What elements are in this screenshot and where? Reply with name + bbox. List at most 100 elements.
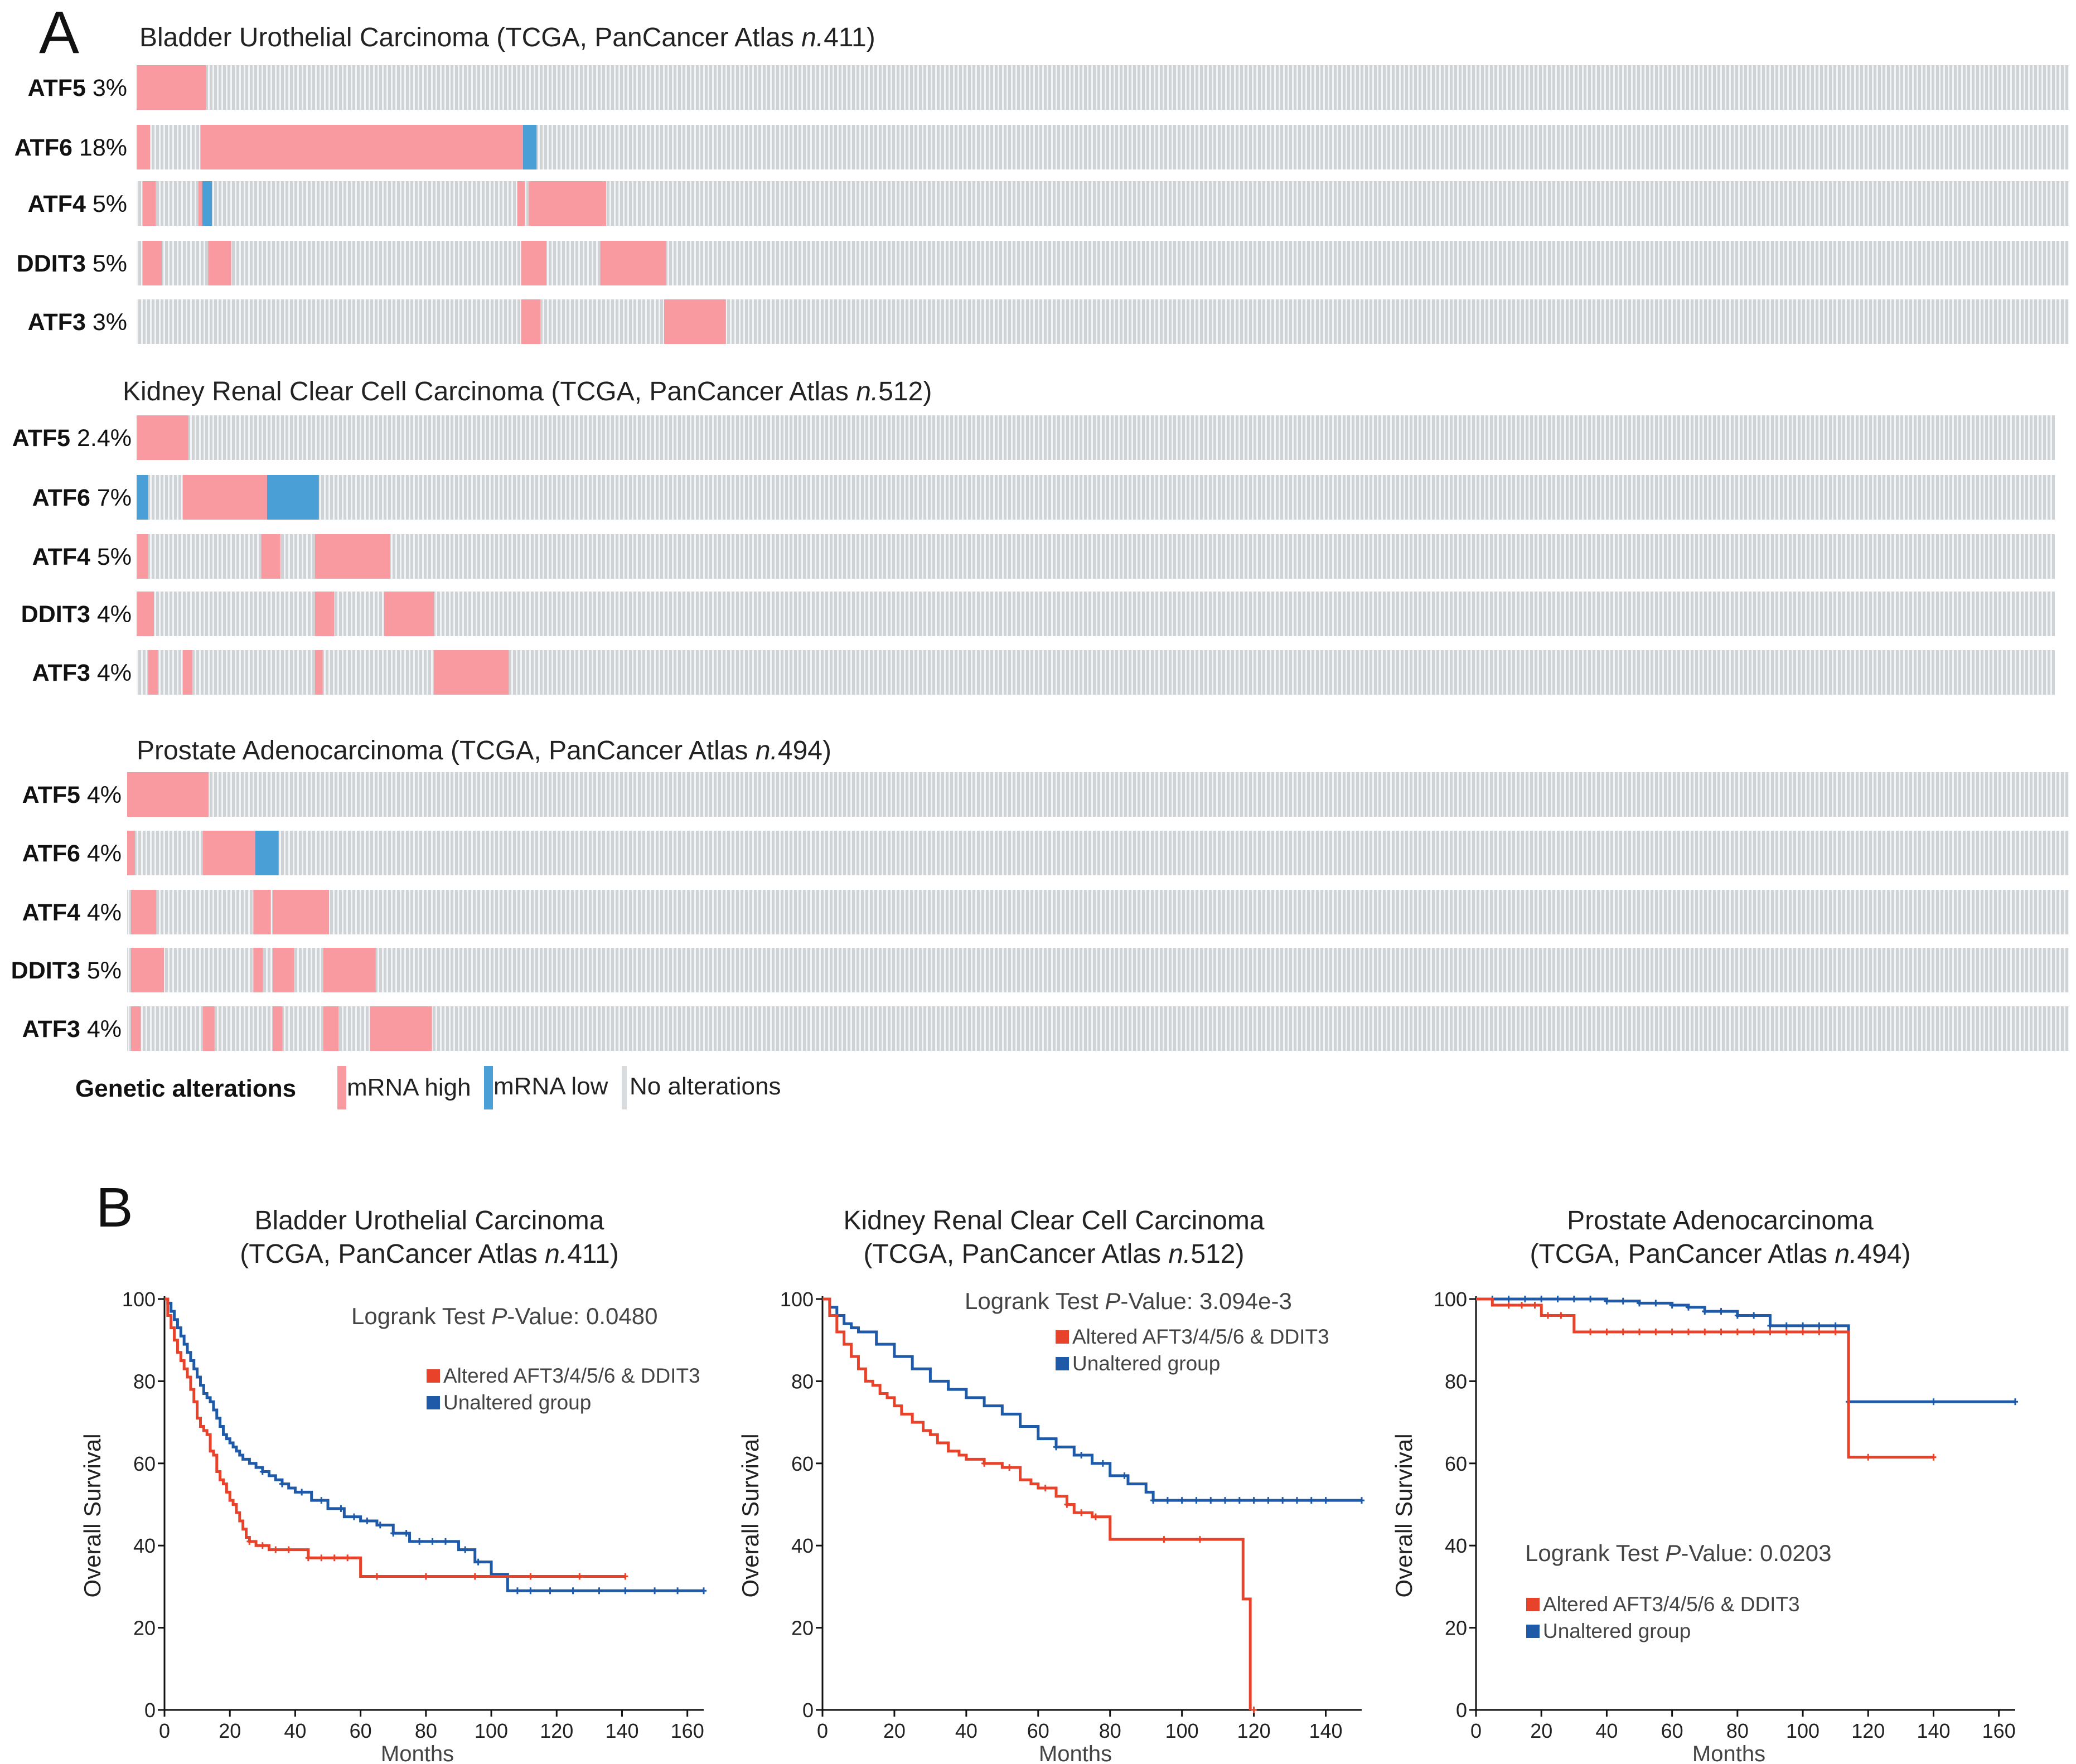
gene-percent: 4% xyxy=(97,660,132,686)
panel-b: B Bladder Urothelial Carcinoma (TCGA, Pan… xyxy=(79,1176,2018,1764)
mrna-high-block xyxy=(323,948,376,992)
cohort-title: Prostate Adenocarcinoma (TCGA, PanCancer… xyxy=(137,736,831,765)
y-tick-label: 80 xyxy=(133,1370,156,1393)
gene-name: DDIT3 xyxy=(17,250,86,277)
km-title-line1: Bladder Urothelial Carcinoma xyxy=(255,1206,604,1235)
km-plot: Kidney Renal Clear Cell Carcinoma (TCGA, … xyxy=(737,1206,1364,1764)
mrna-high-block xyxy=(142,241,162,285)
gene-row-label: ATF3 4% xyxy=(32,660,132,686)
mrna-high-block xyxy=(127,831,135,875)
legend-swatch-altered xyxy=(427,1369,440,1383)
gene-row-label: ATF4 5% xyxy=(28,191,127,217)
legend-label-none: No alterations xyxy=(630,1073,781,1100)
panel-a-letter: A xyxy=(39,0,79,66)
legend-label-unaltered: Unaltered group xyxy=(443,1391,591,1414)
gene-row-label: ATF3 4% xyxy=(22,1016,122,1043)
legend-swatch-unaltered xyxy=(1056,1357,1069,1370)
legend-label-altered: Altered AFT3/4/5/6 & DDIT3 xyxy=(443,1364,700,1387)
altered-survival-curve xyxy=(1476,1297,1934,1459)
x-tick-label: 20 xyxy=(1530,1719,1552,1742)
gene-percent: 3% xyxy=(93,75,127,101)
legend-swatch-low xyxy=(484,1066,493,1109)
gene-name: ATF4 xyxy=(32,544,90,570)
gene-name: ATF5 xyxy=(22,782,80,808)
alteration-legend: Genetic alterations mRNA high mRNA low N… xyxy=(75,1066,781,1109)
cohort-title-n: n. xyxy=(756,736,778,765)
gene-percent: 4% xyxy=(87,782,122,808)
gene-row-label: DDIT3 4% xyxy=(21,601,132,628)
gene-percent: 4% xyxy=(97,601,132,628)
mrna-high-block xyxy=(517,181,525,226)
gene-row-label: ATF6 4% xyxy=(22,840,122,867)
gene-name: ATF6 xyxy=(32,484,90,511)
oncoprint-cohort: Kidney Renal Clear Cell Carcinoma (TCGA,… xyxy=(12,377,2055,695)
mrna-high-block xyxy=(137,415,188,460)
km-title-line2: (TCGA, PanCancer Atlas n.411) xyxy=(240,1239,618,1269)
mrna-high-block xyxy=(323,1006,339,1051)
x-tick-label: 100 xyxy=(475,1719,508,1742)
no-alteration-track xyxy=(137,299,2069,344)
x-tick-label: 40 xyxy=(284,1719,306,1742)
legend-swatch-unaltered xyxy=(427,1396,440,1409)
mrna-low-block xyxy=(267,475,319,520)
x-tick-label: 80 xyxy=(1099,1719,1121,1742)
gene-space xyxy=(80,957,87,984)
km-plot: Prostate Adenocarcinoma (TCGA, PanCancer … xyxy=(1391,1206,2018,1764)
y-axis-label: Overall Survival xyxy=(1391,1433,1417,1597)
x-tick-label: 120 xyxy=(1851,1719,1885,1742)
mrna-high-block xyxy=(202,831,255,875)
legend-label-high: mRNA high xyxy=(347,1074,471,1101)
mrna-high-block xyxy=(142,181,156,226)
cohort-title-n: n. xyxy=(856,377,878,406)
gene-percent: 4% xyxy=(87,899,122,926)
cohort-title-main: Prostate Adenocarcinoma (TCGA, PanCancer… xyxy=(137,736,756,765)
no-alteration-track xyxy=(137,592,2055,636)
y-tick-label: 20 xyxy=(791,1617,814,1640)
mrna-high-block xyxy=(182,650,192,695)
no-alteration-track xyxy=(127,1006,2069,1051)
no-alteration-track xyxy=(137,241,2069,285)
logrank-pvalue: Logrank Test P-Value: 0.0480 xyxy=(351,1303,658,1329)
gene-space xyxy=(80,782,87,808)
no-alteration-track xyxy=(137,475,2055,520)
mrna-high-block xyxy=(130,948,164,992)
no-alteration-track xyxy=(137,181,2069,226)
gene-row-label: ATF3 3% xyxy=(28,309,127,336)
unaltered-survival-curve xyxy=(164,1297,704,1592)
gene-row-label: ATF4 5% xyxy=(32,544,132,570)
cohort-title-main: Bladder Urothelial Carcinoma (TCGA, PanC… xyxy=(139,23,801,52)
gene-percent: 4% xyxy=(87,840,122,867)
legend-label-unaltered: Unaltered group xyxy=(1543,1620,1691,1642)
panel-a: A Bladder Urothelial Carcinoma (TCGA, Pa… xyxy=(11,0,2069,1109)
pvalue-prefix: Logrank Test xyxy=(351,1303,491,1329)
mrna-high-block xyxy=(529,181,606,226)
legend-label-unaltered: Unaltered group xyxy=(1072,1352,1220,1375)
gene-space xyxy=(72,134,79,161)
x-tick-label: 60 xyxy=(350,1719,372,1742)
mrna-high-block xyxy=(137,65,206,110)
gene-space xyxy=(86,191,93,217)
gene-name: ATF3 xyxy=(28,309,86,336)
gene-space xyxy=(70,425,77,452)
km-title-count: 494) xyxy=(1857,1239,1910,1269)
gene-percent: 3% xyxy=(93,309,127,336)
cohort-title-n: n. xyxy=(801,23,824,52)
mrna-high-block xyxy=(521,241,546,285)
gene-percent: 7% xyxy=(97,484,132,511)
cohort-title-end: 494) xyxy=(778,736,831,765)
gene-row-label: ATF5 2.4% xyxy=(12,425,132,452)
cohort-title: Bladder Urothelial Carcinoma (TCGA, PanC… xyxy=(139,23,875,52)
y-tick-label: 40 xyxy=(791,1534,814,1557)
gene-space xyxy=(80,840,87,867)
km-title-n: n. xyxy=(1835,1239,1857,1269)
x-tick-label: 140 xyxy=(1309,1719,1342,1742)
gene-percent: 5% xyxy=(93,250,127,277)
km-title-n: n. xyxy=(1168,1239,1191,1269)
x-tick-label: 120 xyxy=(540,1719,573,1742)
mrna-high-block xyxy=(137,592,154,636)
x-axis-label: Months xyxy=(1692,1742,1765,1764)
pvalue-p: P xyxy=(491,1303,507,1329)
y-tick-label: 40 xyxy=(1445,1534,1467,1557)
km-title-n: n. xyxy=(545,1239,567,1269)
gene-space xyxy=(90,544,97,570)
